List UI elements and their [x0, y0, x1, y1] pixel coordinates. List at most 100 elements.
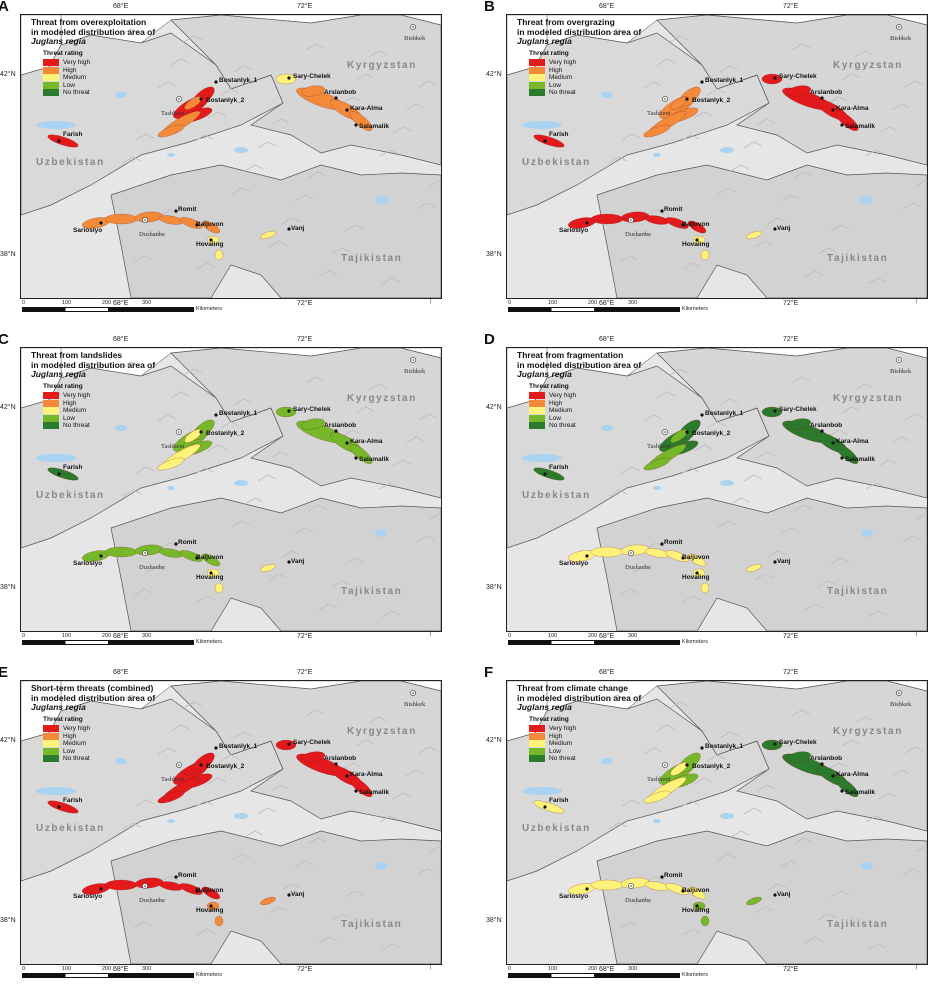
terrain-hachure: [294, 194, 314, 202]
site-point: [209, 238, 213, 242]
terrain-hachure: [307, 171, 327, 179]
site-point: [585, 554, 589, 558]
terrain-hachure: [717, 520, 737, 528]
distribution-tip: [692, 568, 706, 578]
lake: [167, 486, 175, 490]
terrain-hachure: [342, 96, 362, 104]
terrain-hachure: [891, 103, 911, 111]
legend-label: Medium: [549, 407, 573, 415]
terrain-hachure: [281, 883, 301, 891]
legend-label: Very high: [549, 725, 577, 733]
lake: [234, 480, 248, 486]
scale-unit: Kilometers: [682, 306, 708, 312]
map-title: Threat from overexploitation in modeled d…: [31, 17, 155, 47]
site-label: Salamalik: [359, 456, 389, 463]
longitude-label: 68°E: [599, 669, 615, 676]
site-point: [695, 571, 699, 575]
terrain-hachure: [244, 497, 264, 505]
distribution-south: [104, 213, 138, 225]
legend: Threat rating Very high High Medium Low No th…: [43, 383, 90, 430]
terrain-hachure: [791, 43, 811, 51]
distribution-east: [349, 111, 373, 131]
legend-item: No threat: [529, 89, 576, 97]
title-line-1: Threat from fragmentation: [517, 350, 624, 360]
legend-item: Medium: [43, 74, 90, 82]
site-label: Vanj: [291, 558, 305, 565]
site-point: [99, 221, 103, 225]
map-canvas: Threat from fragmentation in modeled dist…: [506, 347, 928, 632]
legend-label: Very high: [63, 392, 91, 400]
terrain-hachure: [392, 459, 412, 467]
terrain-hachure: [780, 194, 800, 202]
scale-tick-label: 0: [22, 966, 26, 972]
terrain-hachure: [621, 133, 641, 141]
latitude-label: 38°N: [0, 917, 16, 924]
terrain-hachure: [170, 58, 190, 66]
site-point: [773, 742, 777, 746]
scale-unit: Kilometers: [682, 972, 708, 978]
terrain-hachure: [135, 133, 155, 141]
terrain-hachure: [828, 429, 848, 437]
terrain-hachure: [865, 482, 885, 490]
capital-label: Tashkent: [161, 443, 185, 450]
legend-label: High: [63, 66, 77, 74]
site-label: Kara-Alma: [836, 438, 869, 445]
site-label: Sariosiyo: [559, 893, 589, 900]
site-point: [287, 76, 291, 80]
site-point: [99, 554, 103, 558]
longitude-label: 68°E: [599, 300, 615, 307]
terrain-hachure: [680, 134, 700, 142]
scale-tick-label: 300: [142, 966, 152, 972]
species-name: Juglans regia: [517, 36, 572, 46]
terrain-hachure: [381, 277, 401, 285]
longitude-label: 72°E: [783, 669, 799, 676]
capital-point-center: [412, 692, 414, 694]
scale-tick-label: 200: [588, 966, 598, 972]
capital-point-center: [178, 764, 180, 766]
site-label: Bostanlyk_1: [219, 410, 258, 417]
distribution-sary: [761, 739, 783, 751]
terrain-hachure: [342, 429, 362, 437]
legend-item: High: [43, 66, 90, 75]
distribution-tip: [746, 230, 762, 240]
terrain-hachure: [381, 610, 401, 618]
capital-label: Dushanbe: [139, 231, 165, 238]
site-point: [660, 209, 664, 213]
legend-swatch: [43, 66, 59, 74]
country-label: Kyrgyzstan: [833, 60, 903, 71]
distribution-farish: [533, 467, 565, 481]
map-svg: [507, 15, 927, 298]
terrain-hachure: [379, 815, 399, 823]
terrain-hachure: [632, 232, 652, 240]
title-line-1: Threat from overgrazing: [517, 17, 615, 27]
map-title: Threat from landslides in modeled distrib…: [31, 350, 155, 380]
capital-label: Dushanbe: [625, 564, 651, 571]
site-point: [99, 887, 103, 891]
distribution-bost: [643, 457, 671, 471]
site-point: [57, 472, 61, 476]
terrain-hachure: [133, 921, 153, 929]
legend-swatch: [43, 74, 59, 82]
site-point: [214, 80, 218, 84]
legend-swatch: [529, 755, 545, 763]
distribution-sary: [761, 73, 783, 85]
site-point: [585, 221, 589, 225]
legend-title: Threat rating: [43, 50, 83, 57]
legend-item: No threat: [529, 755, 576, 763]
country-label: Kyrgyzstan: [833, 393, 903, 404]
legend-swatch: [529, 66, 545, 74]
site-point: [287, 742, 291, 746]
map-panel-e: E68°E72°E68°E72°E42°N38°N42°N38°NShort-t…: [0, 664, 442, 978]
country-label: Tajikistan: [827, 919, 889, 930]
terrain-hachure: [693, 777, 713, 785]
capital-label: Tashkent: [161, 776, 185, 783]
legend-label: High: [63, 399, 77, 407]
distribution-east: [835, 111, 859, 131]
terrain-hachure: [669, 701, 689, 709]
legend-item: Low: [43, 81, 90, 90]
capital-label: Bishkek: [404, 35, 426, 42]
scale-unit: Kilometers: [196, 306, 222, 312]
site-label: Sary-Chelek: [779, 73, 817, 80]
terrain-hachure: [135, 466, 155, 474]
legend-item: Very high: [43, 59, 90, 67]
